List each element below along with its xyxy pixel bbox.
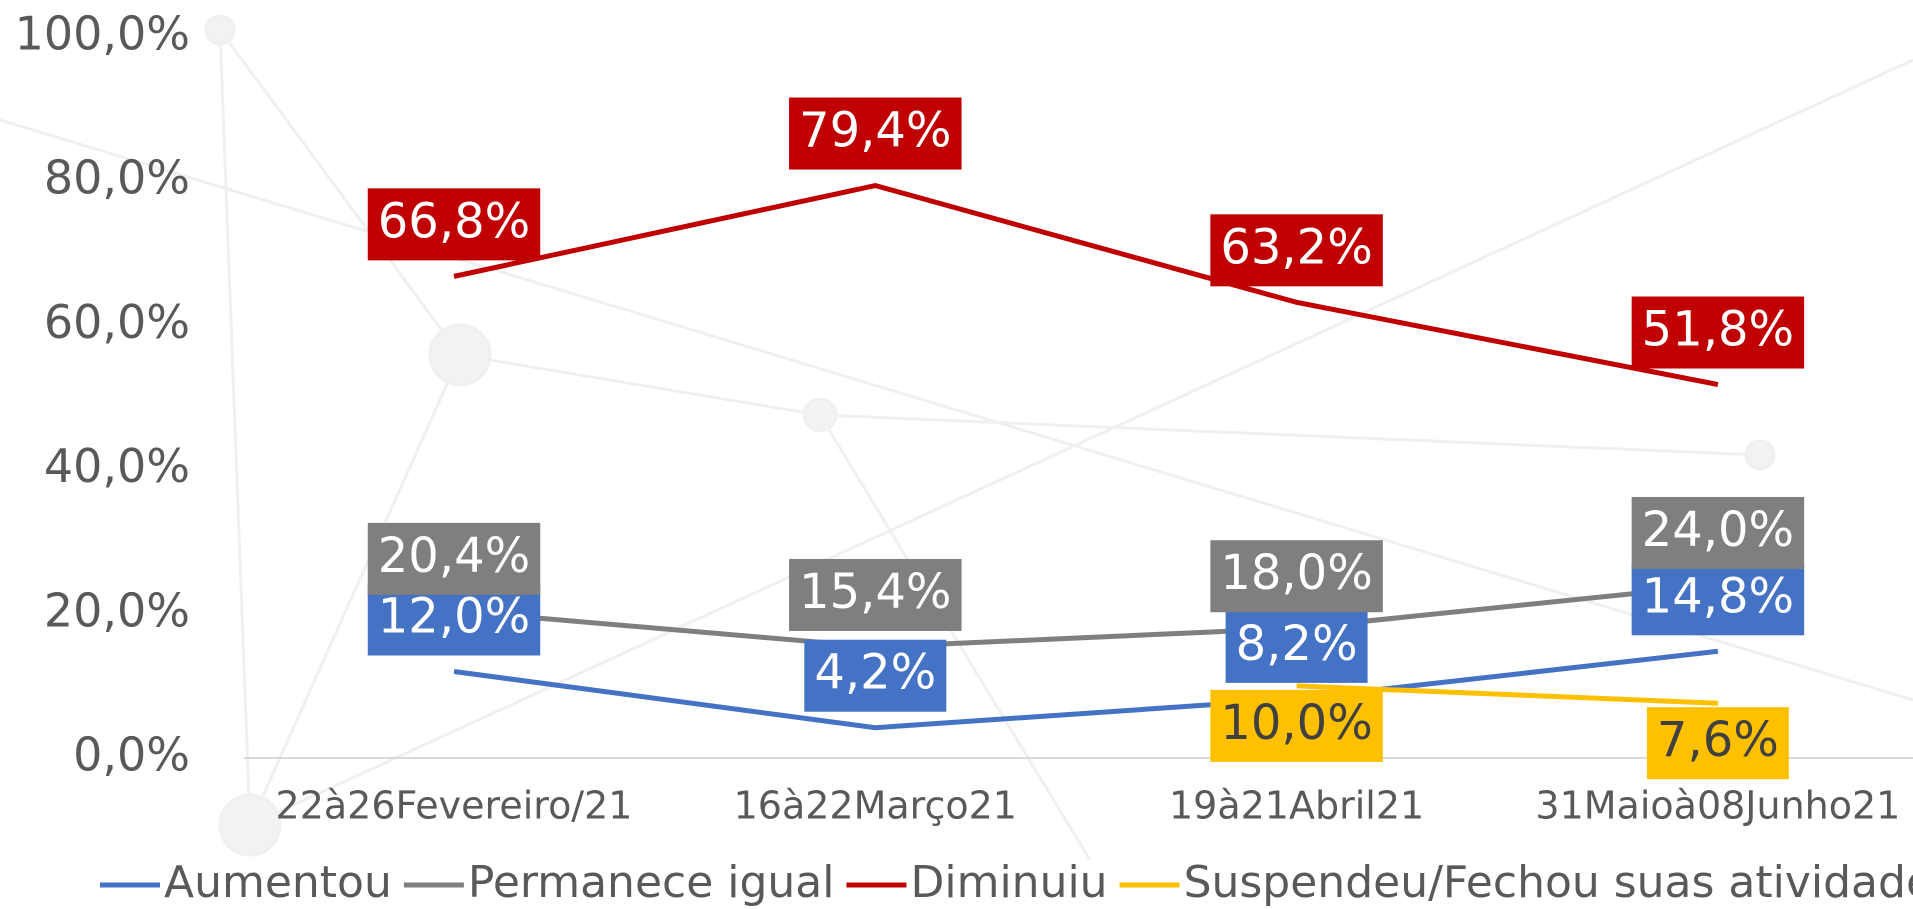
y-tick-label: 40,0% (44, 439, 190, 493)
data-label-box (367, 583, 541, 656)
data-label: 63,2% (1220, 219, 1372, 275)
data-label: 4,2% (814, 645, 936, 701)
y-tick-label: 100,0% (15, 7, 190, 61)
data-label-box (1210, 689, 1383, 762)
x-tick-label: 22à26Fevereiro/21 (276, 784, 633, 828)
data-label: 66,8% (378, 193, 530, 249)
data-label-box (1631, 563, 1805, 636)
data-label-box (804, 639, 947, 712)
series-line (453, 582, 1719, 650)
series-line (1296, 683, 1719, 706)
data-label: 8,2% (1236, 616, 1358, 672)
data-label: 12,0% (378, 588, 530, 644)
data-label: 51,8% (1642, 302, 1794, 358)
data-label-box (1631, 496, 1805, 569)
background-network (0, 14, 1913, 861)
data-label: 18,0% (1220, 545, 1372, 601)
legend-label: Permanece igual (468, 857, 835, 908)
data-label-box (1646, 707, 1789, 780)
x-tick-label: 31Maioà08Junho21 (1535, 784, 1900, 828)
series-line (453, 182, 1719, 387)
data-label-box (367, 188, 541, 261)
data-label: 24,0% (1642, 502, 1794, 558)
legend-label: Diminuiu (910, 857, 1107, 908)
y-tick-label: 20,0% (44, 583, 190, 637)
data-label-box (789, 97, 962, 170)
x-tick-label: 19à21Abril21 (1169, 784, 1424, 828)
data-label: 20,4% (378, 528, 530, 584)
data-label-box (1225, 610, 1368, 683)
data-label-box (1631, 296, 1805, 369)
x-tick-label: 16à22Março21 (734, 784, 1017, 828)
legend-label: Aumentou (164, 857, 392, 908)
y-tick-label: 60,0% (44, 295, 190, 349)
data-label: 10,0% (1220, 695, 1372, 751)
y-tick-label: 80,0% (44, 151, 190, 205)
data-label-box (1210, 540, 1383, 613)
data-label-box (1210, 214, 1383, 287)
data-label: 79,4% (799, 103, 951, 159)
data-label: 15,4% (799, 564, 951, 620)
y-tick-label: 0,0% (73, 728, 190, 782)
data-label: 14,8% (1642, 568, 1794, 624)
data-label-box (789, 558, 962, 631)
data-label-box (367, 522, 541, 595)
legend-label: Suspendeu/Fechou suas atividades (1184, 857, 1913, 908)
series-line (453, 648, 1719, 731)
data-label: 7,6% (1657, 712, 1779, 768)
